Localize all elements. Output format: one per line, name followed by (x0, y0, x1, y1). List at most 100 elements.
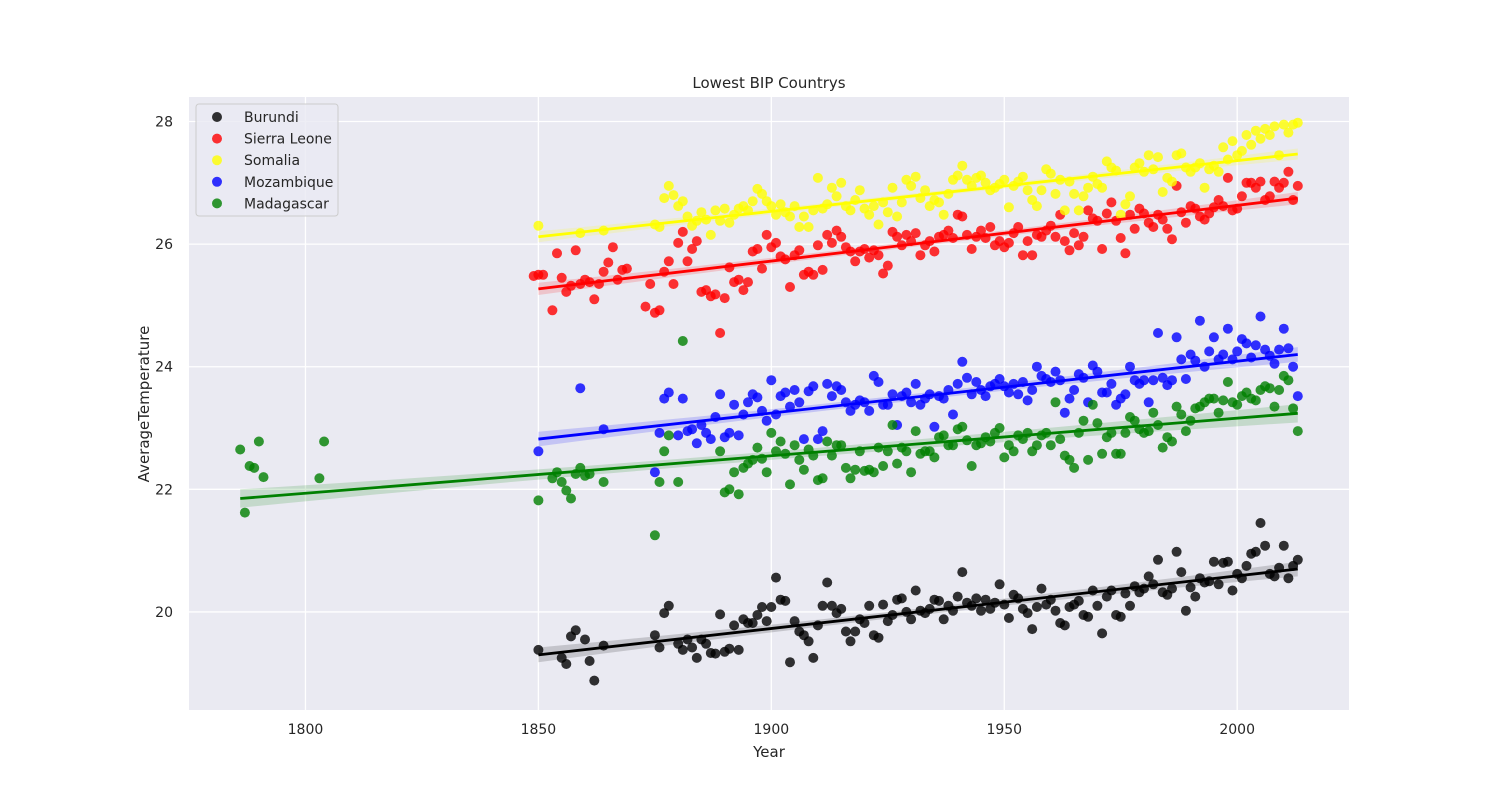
point-madagascar (882, 446, 893, 457)
x-tick-label: 1850 (521, 722, 557, 738)
point-sierra-leone (1106, 197, 1117, 208)
point-burundi (659, 608, 670, 619)
point-madagascar (766, 427, 777, 438)
point-madagascar (775, 436, 786, 447)
point-sierra-leone (645, 279, 656, 289)
point-sierra-leone (654, 305, 665, 316)
point-somalia (1031, 201, 1042, 212)
point-sierra-leone (864, 252, 875, 263)
point-madagascar (910, 426, 921, 437)
point-mozambique (673, 430, 684, 441)
point-sierra-leone (878, 268, 889, 279)
point-burundi (1176, 567, 1187, 578)
point-somalia (1283, 127, 1294, 138)
point-madagascar (533, 495, 544, 506)
x-tick-label: 2000 (1219, 722, 1255, 738)
point-sierra-leone (719, 293, 730, 304)
point-mozambique (971, 377, 982, 387)
point-burundi (976, 605, 986, 616)
point-mozambique (929, 421, 940, 432)
point-sierra-leone (1148, 222, 1159, 232)
point-madagascar (677, 336, 688, 346)
point-mozambique (1250, 340, 1261, 351)
point-sierra-leone (733, 274, 744, 285)
point-madagascar (1292, 426, 1303, 437)
point-madagascar (673, 477, 684, 487)
point-sierra-leone (808, 269, 819, 280)
point-mozambique (766, 375, 777, 386)
point-somalia (845, 205, 856, 216)
point-mozambique (1232, 346, 1243, 357)
point-burundi (1269, 571, 1280, 582)
point-sierra-leone (552, 248, 562, 259)
point-sierra-leone (1017, 250, 1028, 261)
point-sierra-leone (556, 272, 567, 283)
x-tick-labels: 1800 1850 1900 1950 2000 (288, 722, 1255, 738)
point-somalia (957, 160, 968, 171)
point-mozambique (715, 389, 726, 400)
point-mozambique (649, 467, 660, 478)
point-sierra-leone (710, 289, 721, 300)
point-madagascar (1218, 395, 1229, 406)
point-sierra-leone (1180, 217, 1191, 228)
point-somalia (1083, 182, 1094, 193)
point-sierra-leone (761, 229, 772, 240)
point-somalia (1255, 133, 1266, 144)
point-burundi (1022, 608, 1033, 619)
point-mozambique (1167, 375, 1177, 386)
point-madagascar (314, 473, 325, 484)
point-sierra-leone (817, 264, 828, 275)
point-madagascar (901, 446, 912, 457)
point-burundi (1143, 571, 1154, 582)
point-madagascar (715, 446, 726, 457)
point-mozambique (1157, 372, 1168, 383)
point-mozambique (761, 415, 772, 426)
point-madagascar (1171, 401, 1182, 412)
point-burundi (1241, 560, 1252, 571)
point-sierra-leone (1069, 228, 1080, 239)
point-madagascar (649, 530, 660, 541)
point-mozambique (873, 377, 884, 387)
point-mozambique (687, 424, 698, 435)
point-madagascar (253, 436, 264, 447)
point-mozambique (1031, 361, 1042, 372)
point-mozambique (798, 434, 809, 445)
point-somalia (1269, 121, 1280, 132)
point-madagascar (1208, 393, 1219, 404)
point-somalia (663, 180, 674, 191)
point-madagascar (1232, 399, 1243, 410)
point-mozambique (705, 434, 716, 445)
point-sierra-leone (682, 256, 693, 267)
point-somalia (1143, 150, 1154, 161)
point-somalia (873, 219, 884, 230)
point-somalia (1022, 185, 1033, 196)
point-mozambique (1222, 323, 1233, 334)
point-burundi (906, 614, 917, 625)
legend-label-burundi: Burundi (244, 110, 299, 126)
point-madagascar (1031, 440, 1042, 451)
point-mozambique (1292, 391, 1303, 402)
point-mozambique (1143, 397, 1154, 408)
point-madagascar (948, 440, 958, 451)
point-somalia (1134, 158, 1145, 169)
point-sierra-leone (882, 260, 893, 271)
legend-marker-burundi (212, 112, 222, 122)
point-burundi (1036, 583, 1047, 594)
point-somalia (705, 229, 716, 240)
point-somalia (803, 222, 814, 232)
point-mozambique (817, 426, 828, 437)
point-madagascar (1083, 454, 1094, 465)
legend-label-somalia: Somalia (244, 153, 300, 169)
point-somalia (1213, 166, 1224, 177)
point-somalia (798, 211, 809, 222)
point-burundi (1059, 620, 1070, 631)
point-somalia (1125, 191, 1135, 202)
point-sierra-leone (812, 240, 823, 251)
point-madagascar (957, 421, 968, 432)
point-madagascar (938, 430, 949, 441)
point-somalia (677, 196, 688, 207)
point-mozambique (952, 378, 963, 389)
point-madagascar (239, 507, 250, 518)
point-burundi (584, 656, 595, 666)
point-madagascar (1120, 427, 1131, 438)
